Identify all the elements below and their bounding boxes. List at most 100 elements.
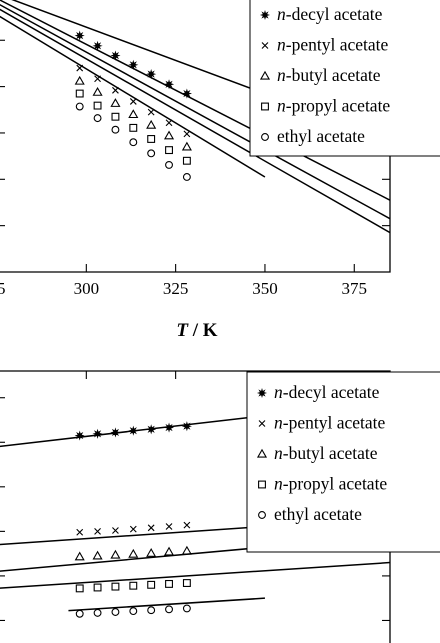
top-legend-label: n-propyl acetate: [277, 96, 390, 116]
bottom-legend-item-n-decyl-acetate: n-decyl acetate: [256, 382, 380, 402]
top-point-n-decyl-acetate: [92, 40, 103, 51]
top-series-n-propyl-acetate: [0, 8, 390, 234]
top-point-n-propyl-acetate: [75, 89, 84, 98]
bottom-legend-item-n-propyl-acetate: n-propyl acetate: [258, 474, 387, 494]
top-point-ethyl-acetate: [111, 125, 120, 134]
bottom-legend-marker-n-propyl-acetate: [258, 480, 266, 489]
bottom-point-n-propyl-acetate: [75, 584, 84, 593]
top-legend-marker-ethyl-acetate: [261, 133, 269, 141]
top-legend-label: n-butyl acetate: [277, 65, 381, 85]
top-point-ethyl-acetate: [165, 160, 173, 169]
bottom-point-n-propyl-acetate: [111, 582, 120, 591]
bottom-series-n-decyl-acetate: [0, 417, 248, 448]
x-axis-title: T / K: [176, 320, 217, 341]
bottom-point-n-propyl-acetate: [165, 579, 173, 588]
top-point-n-propyl-acetate: [182, 156, 191, 165]
bottom-legend-label: n-butyl acetate: [274, 443, 378, 463]
top-legend-marker-n-butyl-acetate: [259, 70, 271, 80]
bottom-point-n-butyl-acetate: [146, 547, 157, 557]
bottom-legend-label: ethyl acetate: [274, 504, 362, 524]
bottom-point-n-decyl-acetate: [146, 424, 157, 435]
top-point-n-butyl-acetate: [74, 75, 85, 85]
top-fit-line-n-butyl-acetate: [0, 3, 390, 220]
top-point-ethyl-acetate: [129, 138, 138, 147]
top-point-ethyl-acetate: [147, 149, 156, 158]
top-point-n-propyl-acetate: [93, 101, 102, 110]
bottom-legend-box: [246, 371, 440, 553]
top-legend-item-n-butyl-acetate: n-butyl acetate: [259, 65, 381, 85]
bottom-point-ethyl-acetate: [129, 607, 138, 616]
top-legend-item-n-propyl-acetate: n-propyl acetate: [261, 96, 390, 116]
bottom-legend: n-decyl acetate n-pentyl acetate n-butyl a…: [246, 371, 440, 553]
top-point-n-butyl-acetate: [110, 98, 121, 107]
bottom-point-n-propyl-acetate: [182, 579, 191, 587]
top-x-tick-label: 375: [342, 279, 368, 298]
top-point-n-butyl-acetate: [128, 109, 139, 119]
bottom-point-n-propyl-acetate: [129, 581, 138, 590]
top-legend-marker-n-propyl-acetate: [261, 102, 269, 111]
bottom-legend-label: n-propyl acetate: [274, 474, 387, 494]
top-legend-item-ethyl-acetate: ethyl acetate: [261, 126, 365, 146]
top-legend-marker-n-decyl-acetate: [259, 9, 271, 21]
top-x-tick-label: 350: [252, 279, 278, 298]
top-legend-label: ethyl acetate: [277, 126, 365, 146]
top-fit-line-ethyl-acetate: [0, 15, 266, 178]
bottom-point-n-decyl-acetate: [163, 422, 175, 433]
top-legend-item-n-pentyl-acetate: n-pentyl acetate: [261, 35, 388, 55]
bottom-point-n-butyl-acetate: [163, 546, 175, 556]
top-x-tick-label: 300: [74, 279, 100, 298]
top-point-ethyl-acetate: [93, 114, 102, 123]
bottom-point-ethyl-acetate: [93, 608, 102, 617]
top-point-ethyl-acetate: [182, 173, 191, 181]
top-point-n-propyl-acetate: [147, 135, 156, 143]
bottom-legend-item-ethyl-acetate: ethyl acetate: [258, 504, 362, 524]
bottom-point-n-pentyl-acetate: [147, 524, 155, 532]
top-fit-line-n-pentyl-acetate: [0, 0, 390, 201]
bottom-panel: n-decyl acetate n-pentyl acetate n-butyl a…: [0, 370, 440, 643]
top-x-tick-label: 325: [163, 279, 189, 298]
bottom-point-n-decyl-acetate: [181, 421, 192, 432]
top-panel: 75 300 325 350 375 n-decyl acetate n-pentyl ac…: [0, 0, 440, 341]
top-point-n-propyl-acetate: [165, 146, 173, 155]
top-series-n-butyl-acetate: [0, 3, 390, 220]
bottom-point-n-decyl-acetate: [74, 430, 85, 441]
bottom-point-n-propyl-acetate: [147, 580, 156, 589]
bottom-legend-marker-n-butyl-acetate: [256, 448, 268, 458]
bottom-fit-line-n-propyl-acetate: [0, 561, 390, 589]
top-point-n-propyl-acetate: [129, 123, 138, 132]
top-point-ethyl-acetate: [75, 102, 84, 111]
bottom-point-ethyl-acetate: [147, 606, 156, 615]
top-legend-label: n-pentyl acetate: [277, 35, 388, 55]
bottom-point-ethyl-acetate: [165, 605, 173, 614]
top-point-n-butyl-acetate: [163, 130, 175, 140]
bottom-legend-marker-n-pentyl-acetate: [258, 420, 266, 427]
bottom-point-n-pentyl-acetate: [165, 523, 173, 530]
bottom-point-n-decyl-acetate: [128, 425, 139, 436]
top-point-n-propyl-acetate: [111, 112, 120, 121]
bottom-point-ethyl-acetate: [182, 604, 191, 613]
bottom-point-n-decyl-acetate: [92, 428, 103, 439]
bottom-legend-marker-ethyl-acetate: [258, 511, 266, 519]
bottom-point-n-butyl-acetate: [74, 551, 85, 561]
top-point-n-butyl-acetate: [146, 119, 157, 129]
top-legend: n-decyl acetate n-pentyl acetate n-butyl a…: [249, 0, 440, 157]
bottom-legend-item-n-pentyl-acetate: n-pentyl acetate: [258, 413, 385, 433]
bottom-legend-marker-n-decyl-acetate: [256, 387, 268, 399]
bottom-legend-label: n-pentyl acetate: [274, 413, 385, 433]
bottom-point-n-butyl-acetate: [92, 550, 103, 560]
top-legend-box: [249, 0, 440, 157]
bottom-point-ethyl-acetate: [75, 609, 84, 618]
bottom-point-n-decyl-acetate: [110, 427, 121, 438]
top-series-ethyl-acetate: [0, 15, 266, 181]
top-legend-marker-n-pentyl-acetate: [261, 42, 269, 49]
top-point-n-butyl-acetate: [181, 141, 192, 151]
top-point-n-pentyl-acetate: [183, 130, 191, 138]
bottom-point-n-butyl-acetate: [128, 548, 139, 558]
bottom-series-n-propyl-acetate: [0, 561, 390, 593]
top-x-tick-label: 75: [0, 279, 6, 298]
bottom-series-ethyl-acetate: [68, 597, 266, 618]
top-legend-item-n-decyl-acetate: n-decyl acetate: [259, 4, 383, 24]
bottom-point-n-butyl-acetate: [110, 549, 121, 559]
bottom-fit-line-n-decyl-acetate: [0, 417, 248, 448]
